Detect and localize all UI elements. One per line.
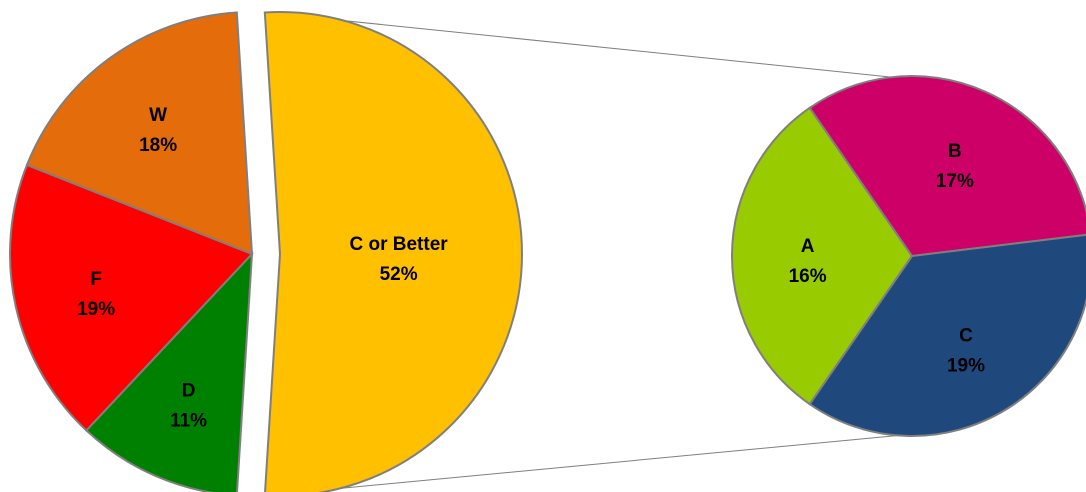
sub-slice-c: [808, 233, 1086, 437]
slice-w-label: W 18%: [139, 105, 177, 156]
sub-slice-a-label: A 16%: [789, 236, 827, 287]
main-pie: [9, 11, 523, 492]
slice-d-label: D 11%: [170, 381, 207, 432]
sub-slice-b: [808, 74, 1086, 258]
slice-f-label: F 19%: [77, 269, 115, 320]
slice-f: [9, 163, 254, 432]
sub-slice-a: [731, 106, 914, 406]
connector-line-bottom: [296, 434, 904, 492]
data-labels: C or Better 52% D 11% F 19% W 18% A 16% B 17% C 19%: [77, 105, 985, 432]
slice-c-or-better: [263, 11, 523, 492]
connector-line-top: [264, 11, 891, 78]
sub-slice-c-label: C 19%: [947, 325, 985, 376]
connector-lines: [264, 11, 904, 492]
secondary-pie: [731, 74, 1086, 437]
slice-c-or-better-label: C or Better 52%: [349, 234, 448, 285]
slice-w: [25, 11, 254, 256]
slice-d: [84, 251, 254, 492]
sub-slice-b-label: B 17%: [936, 141, 974, 192]
